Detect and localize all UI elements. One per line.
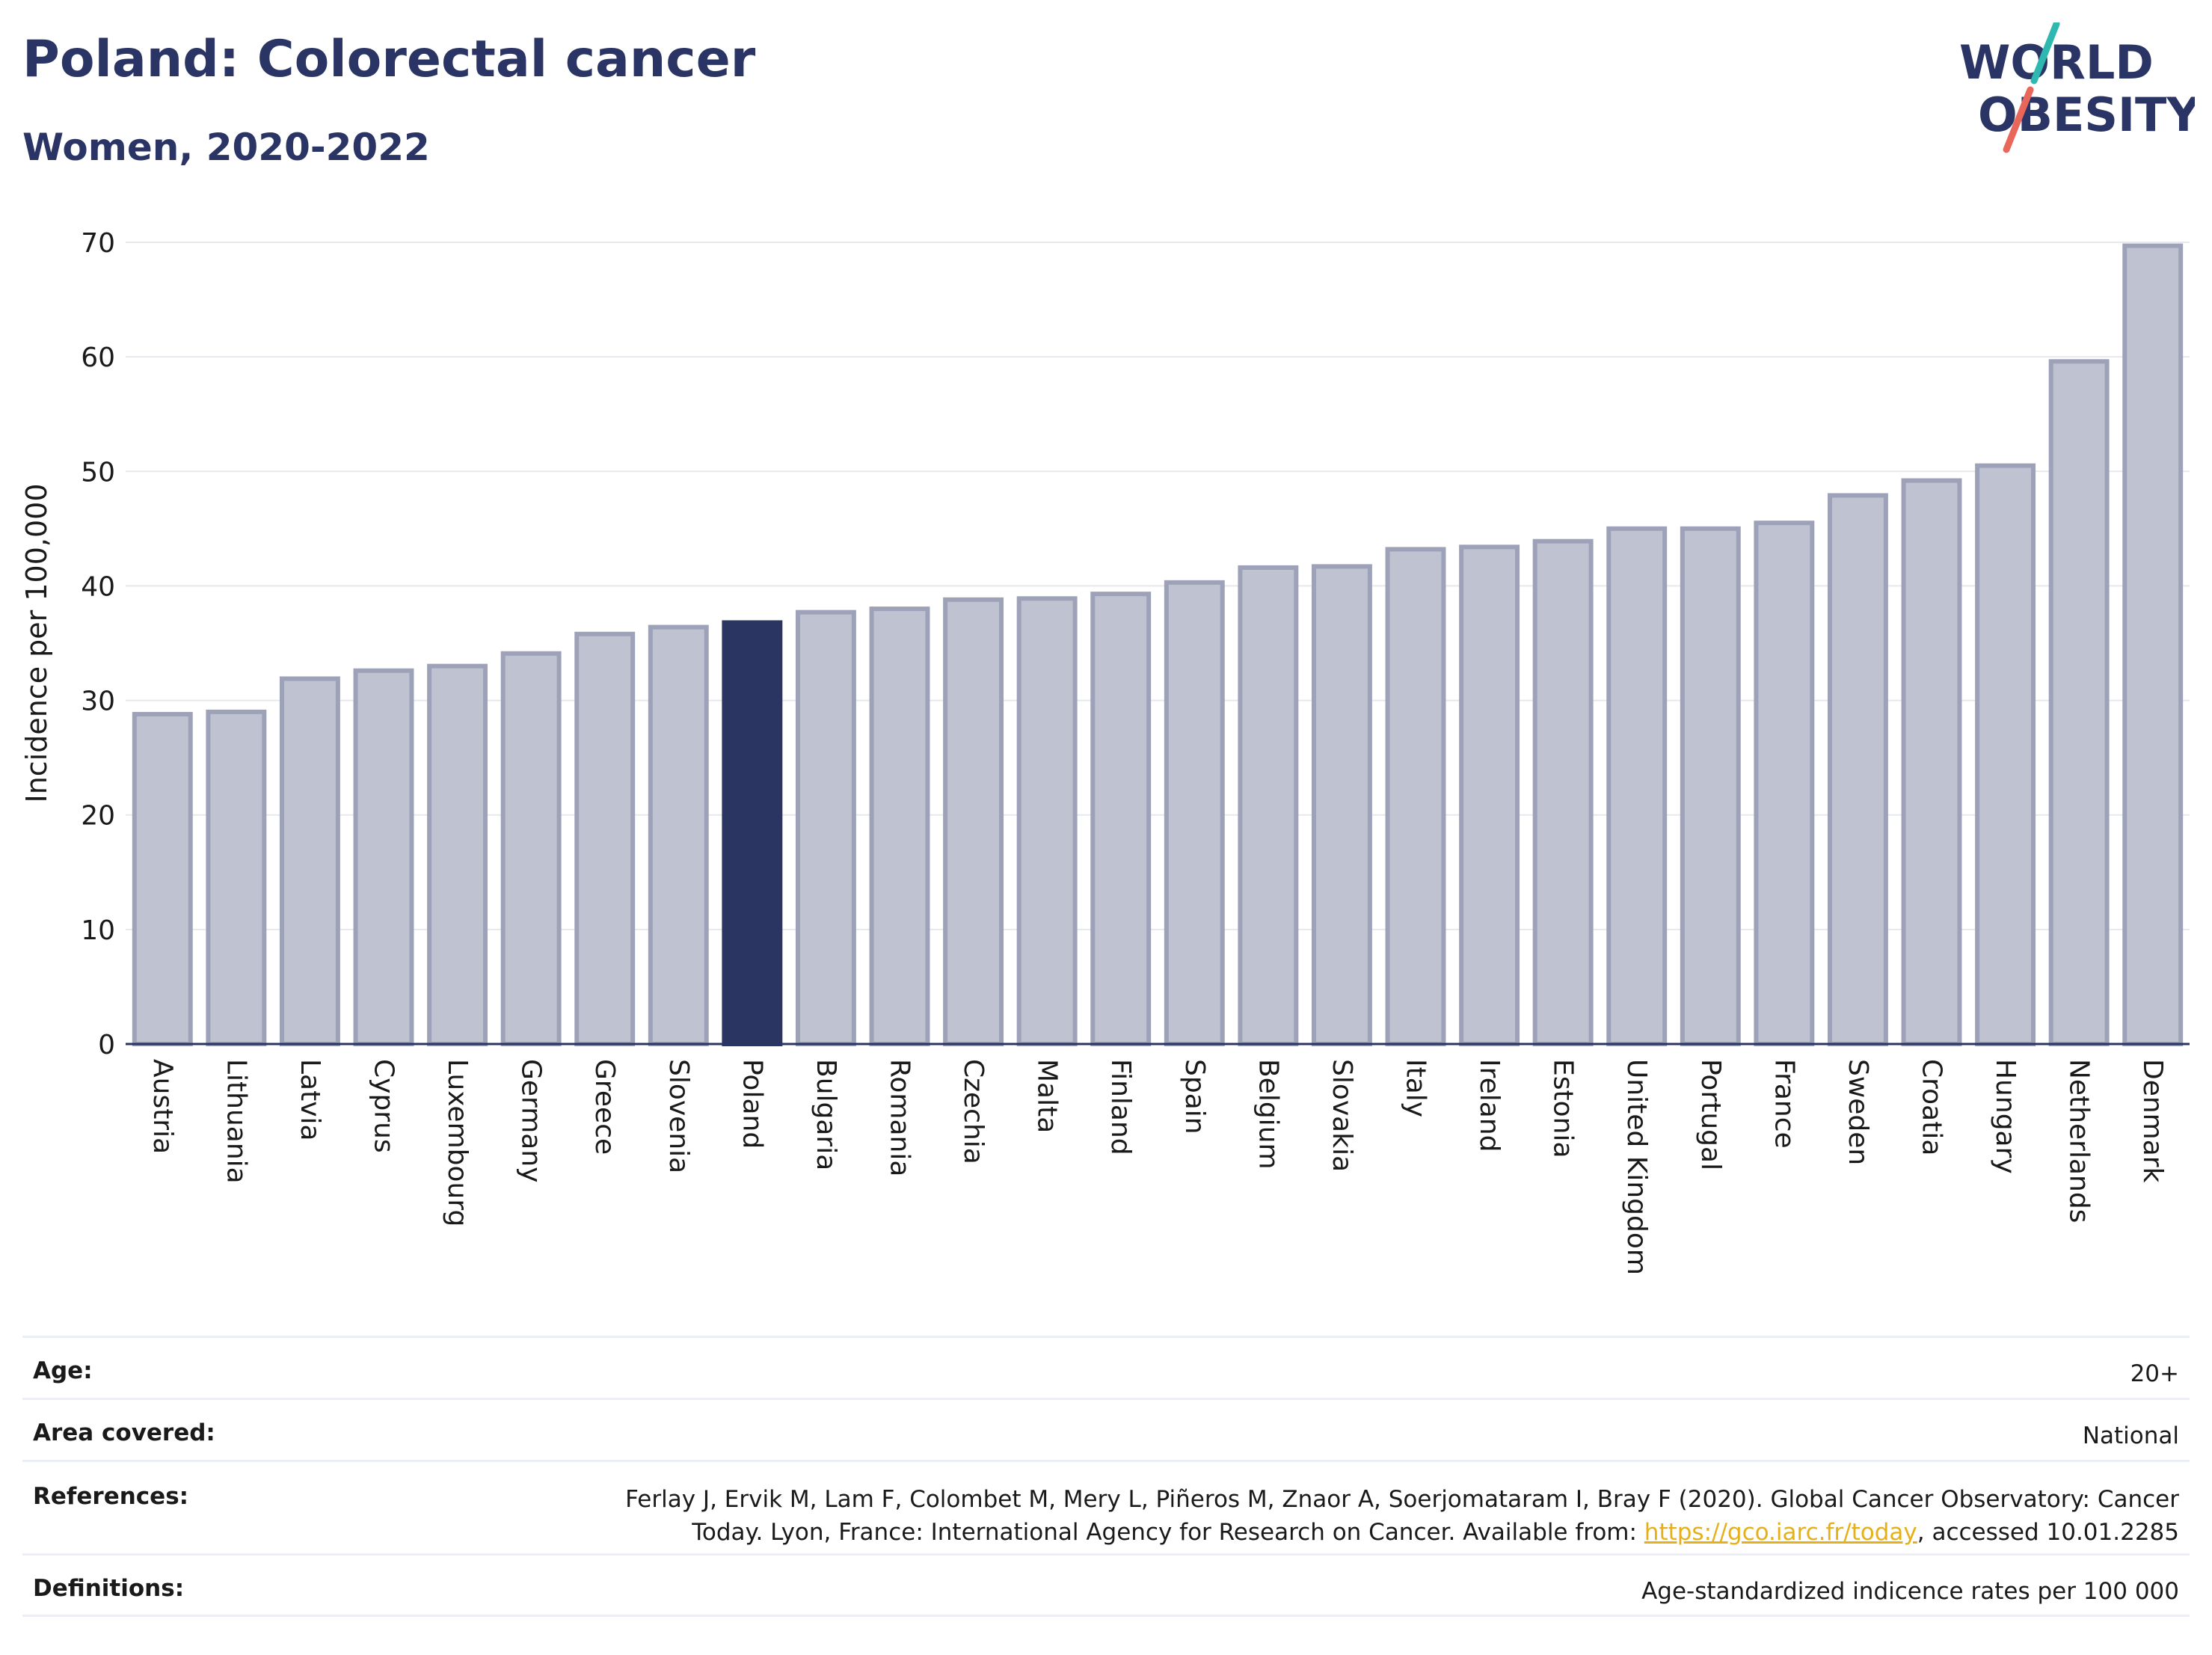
bar-lithuania [206, 709, 267, 1047]
x-tick-label: France [1769, 1059, 1799, 1149]
bar-slovakia [1311, 564, 1372, 1046]
bar-netherlands [2048, 359, 2110, 1047]
info-row-definitions: Definitions: Age-standardized indicence … [22, 1553, 2190, 1617]
y-tick-label: 50 [81, 457, 115, 488]
age-value: 20+ [2130, 1360, 2179, 1387]
bar-luxembourg [427, 663, 488, 1047]
bar-poland [722, 620, 783, 1046]
y-tick-label: 10 [81, 915, 115, 946]
bar-malta [1016, 596, 1078, 1046]
logo-slash-teal [2030, 22, 2060, 85]
bar-austria [132, 711, 193, 1046]
bar-portugal [1680, 526, 1741, 1047]
y-axis-label: Incidence per 100,000 [20, 483, 53, 802]
bar-latvia [279, 676, 340, 1047]
bar-france [1754, 521, 1815, 1046]
bar-greece [574, 631, 636, 1046]
x-tick-label: Ireland [1474, 1059, 1505, 1152]
logo-slash-coral [2003, 86, 2034, 153]
chart-subtitle: Women, 2020-2022 [22, 126, 430, 169]
bar-croatia [1901, 478, 1962, 1046]
x-tick-label: Slovakia [1327, 1059, 1357, 1172]
bar-germany [500, 651, 562, 1046]
x-tick-label: Greece [589, 1059, 620, 1155]
area-label: Area covered: [33, 1419, 215, 1446]
x-tick-label: Hungary [1990, 1059, 2021, 1174]
references-link[interactable]: https://gco.iarc.fr/today [1644, 1519, 1917, 1546]
y-tick-label: 30 [81, 687, 115, 717]
bar-finland [1090, 592, 1152, 1046]
x-tick-label: Lithuania [221, 1059, 251, 1184]
bar-belgium [1238, 565, 1299, 1046]
bar-bulgaria [795, 610, 856, 1046]
x-tick-label: Luxembourg [442, 1059, 473, 1226]
info-table: Age: 20+ Area covered: National Referenc… [22, 1336, 2190, 1617]
bar-denmark [2122, 243, 2184, 1047]
bar-slovenia [648, 624, 709, 1046]
x-tick-label: Denmark [2137, 1059, 2168, 1183]
bar-italy [1385, 547, 1446, 1046]
y-tick-label: 60 [81, 343, 115, 373]
x-tick-label: United Kingdom [1621, 1059, 1652, 1275]
x-tick-label: Estonia [1548, 1059, 1579, 1158]
x-tick-label: Romania [885, 1059, 915, 1176]
references-line-2: Today. Lyon, France: International Agenc… [625, 1516, 2179, 1549]
world-obesity-logo: WORLD OBESITY [1959, 22, 2195, 153]
y-tick-label: 40 [81, 571, 115, 602]
references-line-2-text: Today. Lyon, France: International Agenc… [692, 1519, 1644, 1546]
x-tick-label: Poland [737, 1059, 767, 1149]
bar-ireland [1459, 544, 1520, 1046]
x-tick-label: Bulgaria [811, 1059, 841, 1170]
bar-spain [1164, 580, 1225, 1046]
definitions-value: Age-standardized indicence rates per 100… [1641, 1578, 2179, 1605]
info-row-references: References: Ferlay J, Ervik M, Lam F, Co… [22, 1460, 2190, 1553]
x-tick-label: Italy [1401, 1059, 1431, 1117]
x-tick-label: Netherlands [2064, 1059, 2095, 1223]
bar-cyprus [353, 668, 414, 1046]
x-tick-label: Finland [1105, 1059, 1136, 1155]
x-tick-labels: Austria Lithuania Latvia Cyprus Luxembourg Ge… [147, 1059, 2168, 1275]
age-label: Age: [33, 1357, 93, 1384]
bar-czechia [943, 597, 1004, 1046]
logo-world-text: WORLD [1959, 35, 2154, 90]
bars [132, 243, 2184, 1047]
x-tick-label: Germany [516, 1059, 547, 1182]
info-row-area: Area covered: National [22, 1398, 2190, 1460]
x-tick-label: Austria [147, 1059, 178, 1154]
x-tick-label: Sweden [1843, 1059, 1873, 1165]
y-tick-labels: 0 10 20 30 40 50 60 70 [81, 228, 115, 1060]
chart-title: Poland: Colorectal cancer [22, 30, 756, 89]
bar-romania [869, 607, 930, 1046]
x-tick-label: Latvia [295, 1059, 325, 1141]
x-tick-label: Slovenia [663, 1059, 694, 1173]
x-tick-label: Cyprus [369, 1059, 399, 1153]
x-tick-label: Spain [1179, 1059, 1210, 1134]
definitions-label: Definitions: [33, 1575, 185, 1602]
y-tick-label: 20 [81, 801, 115, 832]
x-tick-label: Czechia [958, 1059, 989, 1164]
x-tick-label: Croatia [1917, 1059, 1947, 1155]
bar-united-kingdom [1606, 526, 1668, 1047]
references-label: References: [33, 1483, 189, 1510]
references-value: Ferlay J, Ervik M, Lam F, Colombet M, Me… [625, 1483, 2179, 1549]
x-tick-label: Portugal [1695, 1059, 1726, 1170]
info-row-age: Age: 20+ [22, 1336, 2190, 1398]
references-accessed: , accessed 10.01.2285 [1917, 1519, 2179, 1546]
x-tick-label: Belgium [1253, 1059, 1283, 1170]
bar-estonia [1532, 538, 1594, 1046]
x-tick-label: Malta [1032, 1059, 1063, 1133]
bar-hungary [1975, 463, 2036, 1046]
area-value: National [2082, 1422, 2179, 1449]
y-tick-label: 0 [98, 1030, 115, 1060]
bar-sweden [1827, 493, 1888, 1046]
y-tick-label: 70 [81, 228, 115, 259]
references-line-1: Ferlay J, Ervik M, Lam F, Colombet M, Me… [625, 1486, 2179, 1513]
bar-chart: 0 10 20 30 40 50 60 70 Austria Lithuania Latvia Cy… [20, 228, 2190, 1275]
